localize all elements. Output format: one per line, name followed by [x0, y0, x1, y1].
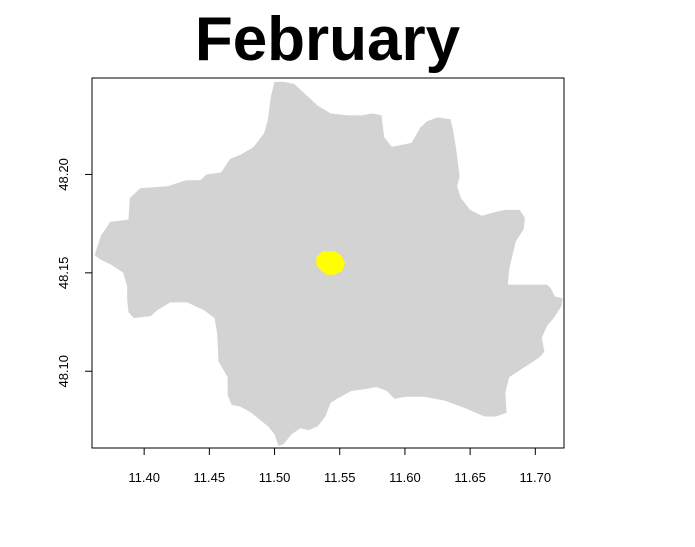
y-axis: 48.10 48.15 48.20 — [56, 158, 92, 388]
y-tick-label: 48.15 — [56, 257, 71, 290]
x-tick-label: 11.45 — [194, 470, 226, 485]
highlight-region — [316, 251, 345, 275]
x-axis: 11.40 11.45 11.50 11.55 11.60 11.65 11.70 — [128, 448, 551, 485]
y-tick-label: 48.20 — [56, 158, 71, 191]
x-tick-label: 11.60 — [389, 470, 421, 485]
x-tick-label: 11.55 — [324, 470, 356, 485]
x-tick-label: 11.70 — [520, 470, 552, 485]
plot-frame — [91, 77, 565, 449]
x-tick-label: 11.40 — [128, 470, 160, 485]
x-tick-label: 11.65 — [454, 470, 486, 485]
y-tick-label: 48.10 — [56, 355, 71, 388]
x-tick-label: 11.50 — [259, 470, 291, 485]
map-title: February — [194, 5, 461, 74]
